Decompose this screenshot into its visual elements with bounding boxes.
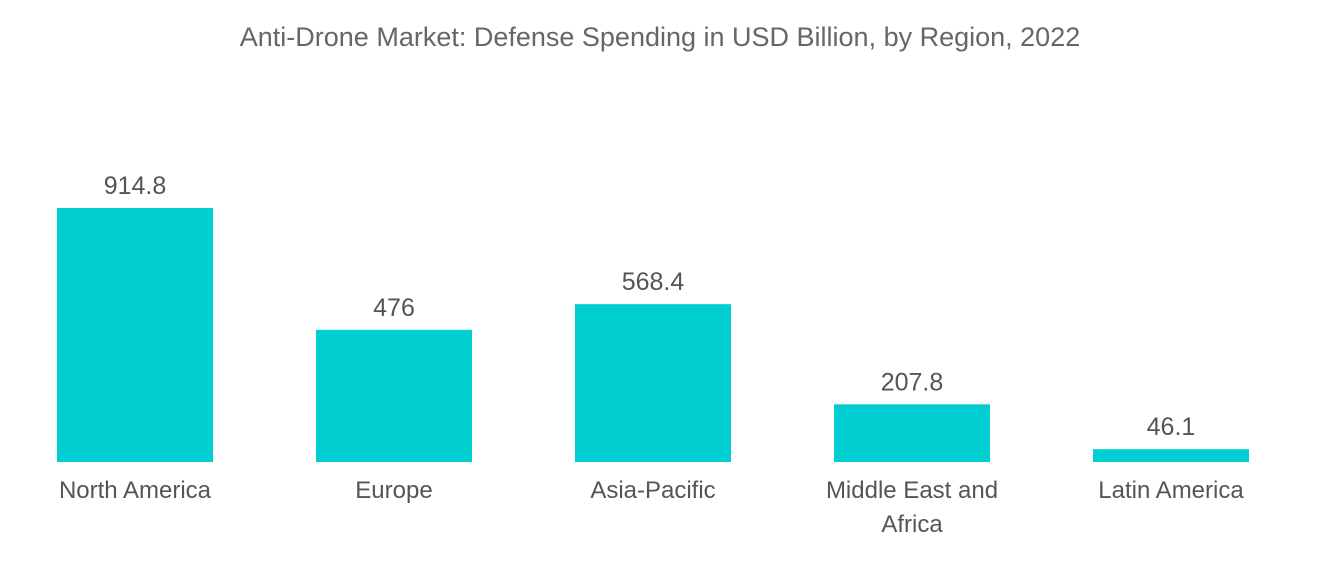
bar-north-america [57, 208, 213, 462]
value-label-north-america: 914.8 [104, 172, 167, 200]
category-label-asia-pacific: Asia-Pacific [590, 477, 715, 504]
category-label-middle-east-and-africa: Middle East and Africa [826, 477, 998, 538]
value-label-latin-america: 46.1 [1147, 413, 1196, 441]
value-label-middle-east-and-africa: 207.8 [881, 368, 944, 396]
category-label-europe: Europe [355, 477, 432, 504]
bar-europe [316, 329, 472, 462]
category-labels-layer: North America Europe Asia-Pacific Middle Ea… [59, 477, 1244, 538]
value-label-asia-pacific: 568.4 [622, 268, 685, 296]
value-labels-layer: 914.8 476 568.4 207.8 46.1 [104, 172, 1196, 441]
bar-middle-east-and-africa [834, 404, 990, 462]
bar-latin-america [1093, 449, 1249, 462]
bars-layer [57, 208, 1249, 462]
value-label-europe: 476 [373, 294, 415, 322]
chart-title: Anti-Drone Market: Defense Spending in U… [239, 22, 1081, 52]
category-label-north-america: North America [59, 477, 212, 504]
bar-asia-pacific [575, 304, 731, 462]
category-label-latin-america: Latin America [1098, 477, 1244, 504]
